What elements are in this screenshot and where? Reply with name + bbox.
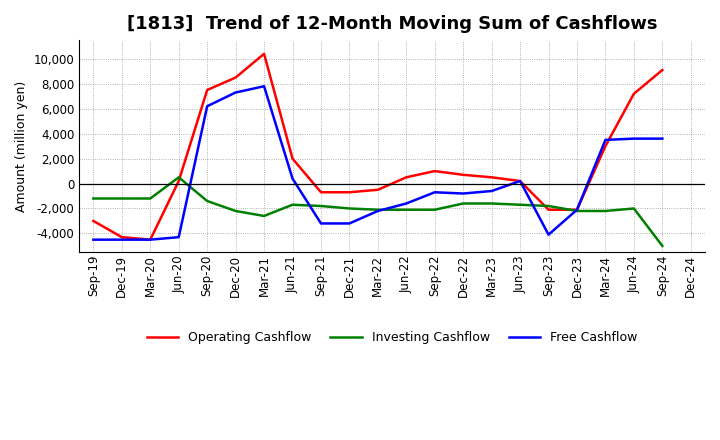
Investing Cashflow bbox=[487, 201, 496, 206]
Free Cashflow bbox=[231, 90, 240, 95]
Free Cashflow bbox=[317, 221, 325, 226]
Operating Cashflow bbox=[658, 67, 667, 73]
Operating Cashflow bbox=[431, 169, 439, 174]
Investing Cashflow bbox=[459, 201, 467, 206]
Line: Operating Cashflow: Operating Cashflow bbox=[94, 54, 662, 240]
Free Cashflow bbox=[345, 221, 354, 226]
Investing Cashflow bbox=[431, 207, 439, 213]
Free Cashflow bbox=[89, 237, 98, 242]
Investing Cashflow bbox=[402, 207, 410, 213]
Free Cashflow bbox=[288, 176, 297, 181]
Investing Cashflow bbox=[658, 243, 667, 249]
Operating Cashflow bbox=[572, 207, 581, 213]
Investing Cashflow bbox=[174, 175, 183, 180]
Operating Cashflow bbox=[174, 178, 183, 183]
Operating Cashflow bbox=[374, 187, 382, 192]
Free Cashflow bbox=[174, 235, 183, 240]
Operating Cashflow bbox=[544, 207, 553, 213]
Legend: Operating Cashflow, Investing Cashflow, Free Cashflow: Operating Cashflow, Investing Cashflow, … bbox=[142, 326, 642, 349]
Operating Cashflow bbox=[203, 88, 212, 93]
Free Cashflow bbox=[203, 103, 212, 109]
Operating Cashflow bbox=[117, 235, 126, 240]
Y-axis label: Amount (million yen): Amount (million yen) bbox=[15, 81, 28, 212]
Title: [1813]  Trend of 12-Month Moving Sum of Cashflows: [1813] Trend of 12-Month Moving Sum of C… bbox=[127, 15, 657, 33]
Free Cashflow bbox=[601, 137, 610, 143]
Free Cashflow bbox=[487, 188, 496, 194]
Investing Cashflow bbox=[146, 196, 155, 201]
Line: Free Cashflow: Free Cashflow bbox=[94, 86, 662, 240]
Operating Cashflow bbox=[601, 143, 610, 149]
Free Cashflow bbox=[459, 191, 467, 196]
Free Cashflow bbox=[117, 237, 126, 242]
Investing Cashflow bbox=[260, 213, 269, 219]
Operating Cashflow bbox=[487, 175, 496, 180]
Operating Cashflow bbox=[629, 91, 638, 96]
Investing Cashflow bbox=[601, 208, 610, 213]
Investing Cashflow bbox=[345, 206, 354, 211]
Free Cashflow bbox=[544, 232, 553, 237]
Free Cashflow bbox=[572, 207, 581, 213]
Operating Cashflow bbox=[288, 156, 297, 161]
Investing Cashflow bbox=[317, 203, 325, 209]
Free Cashflow bbox=[146, 237, 155, 242]
Investing Cashflow bbox=[572, 208, 581, 213]
Investing Cashflow bbox=[629, 206, 638, 211]
Line: Investing Cashflow: Investing Cashflow bbox=[94, 177, 662, 246]
Investing Cashflow bbox=[544, 203, 553, 209]
Free Cashflow bbox=[374, 208, 382, 213]
Operating Cashflow bbox=[89, 218, 98, 224]
Investing Cashflow bbox=[89, 196, 98, 201]
Free Cashflow bbox=[629, 136, 638, 141]
Investing Cashflow bbox=[117, 196, 126, 201]
Operating Cashflow bbox=[317, 190, 325, 195]
Free Cashflow bbox=[402, 201, 410, 206]
Investing Cashflow bbox=[203, 198, 212, 204]
Operating Cashflow bbox=[516, 178, 524, 183]
Operating Cashflow bbox=[260, 51, 269, 56]
Free Cashflow bbox=[260, 84, 269, 89]
Free Cashflow bbox=[516, 178, 524, 183]
Investing Cashflow bbox=[516, 202, 524, 207]
Investing Cashflow bbox=[288, 202, 297, 207]
Free Cashflow bbox=[431, 190, 439, 195]
Free Cashflow bbox=[658, 136, 667, 141]
Operating Cashflow bbox=[459, 172, 467, 177]
Operating Cashflow bbox=[402, 175, 410, 180]
Investing Cashflow bbox=[374, 207, 382, 213]
Operating Cashflow bbox=[345, 190, 354, 195]
Investing Cashflow bbox=[231, 208, 240, 213]
Operating Cashflow bbox=[146, 237, 155, 242]
Operating Cashflow bbox=[231, 75, 240, 80]
